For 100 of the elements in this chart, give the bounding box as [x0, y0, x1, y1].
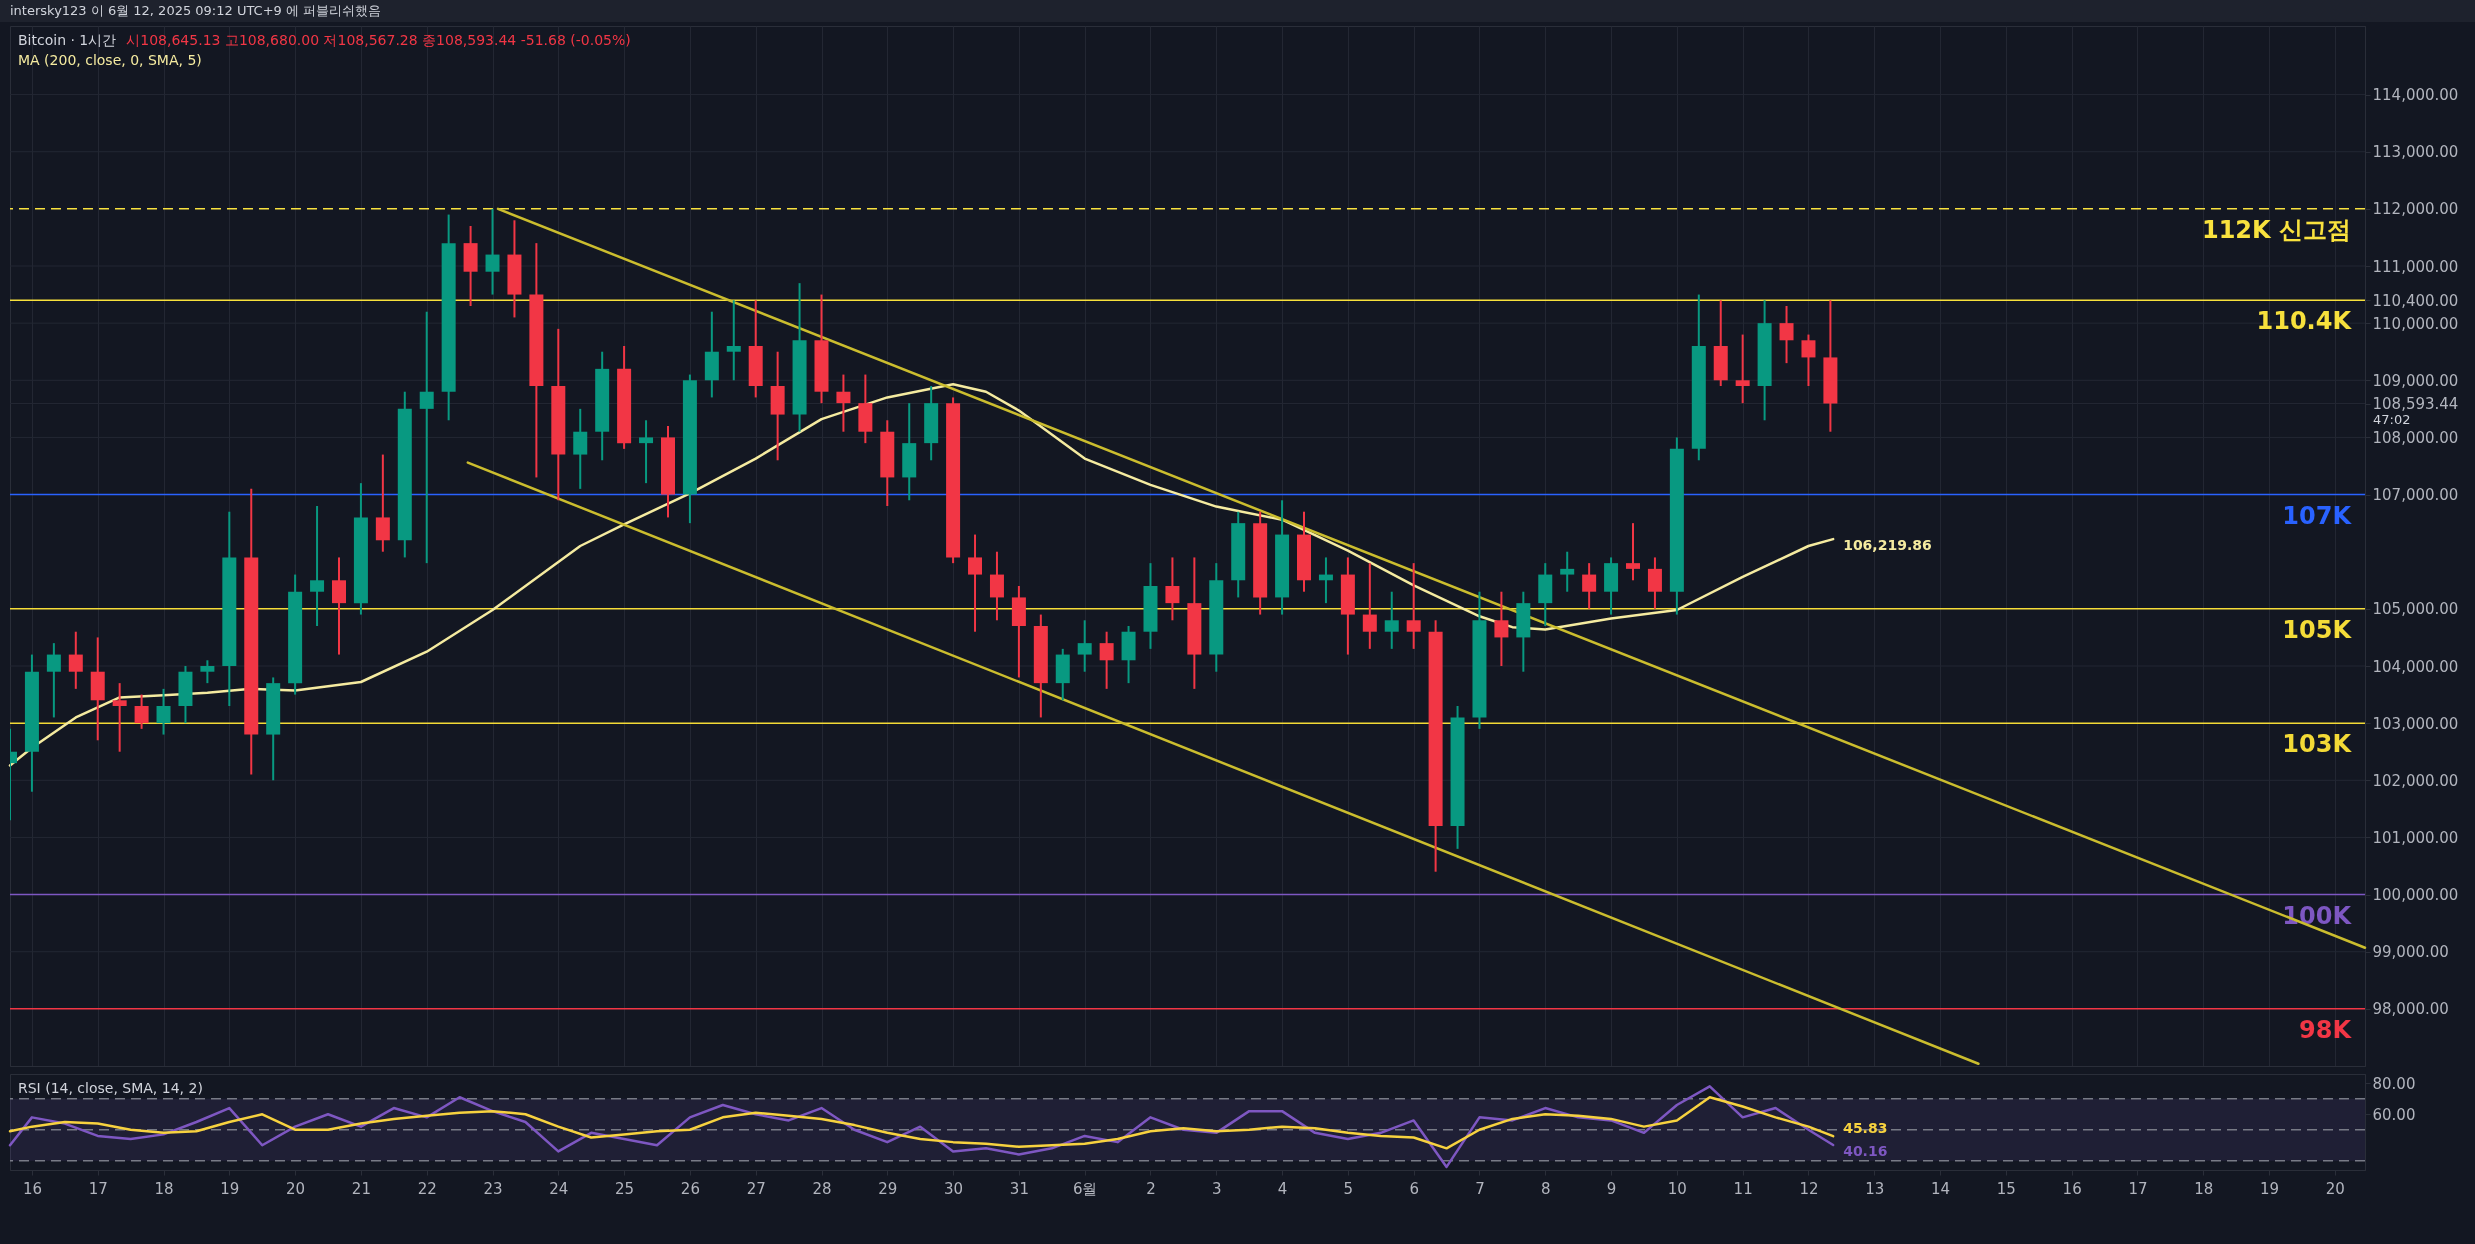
y-tick-label: 80.00 [2372, 1074, 2416, 1093]
candlestick [419, 310, 434, 565]
candlestick [726, 299, 741, 382]
candlestick [1187, 556, 1202, 690]
x-tick-label: 16 [22, 1179, 42, 1198]
candlestick [573, 407, 588, 490]
candlestick [1669, 436, 1684, 616]
candlestick [266, 676, 281, 782]
candlestick [200, 659, 215, 685]
candlestick [375, 453, 390, 553]
x-tick-label: 10 [1667, 1179, 1687, 1198]
candlestick [1077, 619, 1092, 673]
x-tick-label: 18 [154, 1179, 174, 1198]
candlestick [1647, 556, 1662, 610]
x-tick-label: 15 [1996, 1179, 2016, 1198]
chart-subtitle: 시108,645.13 고108,680.00 저108,567.28 종108,593.44 -51.68 (-0.05%) [126, 32, 631, 48]
x-tick-label: 4 [1277, 1179, 1288, 1198]
candlestick [814, 293, 829, 405]
data-label: 106,219.86 [1843, 537, 1932, 554]
candlestick [1735, 333, 1750, 405]
y-tick-label: 110,000.00 [2372, 314, 2459, 333]
x-tick-label: 11 [1733, 1179, 1753, 1198]
candlestick [1055, 647, 1070, 702]
x-tick-label: 28 [812, 1179, 832, 1198]
y-tick-label: 110,400.00 [2372, 291, 2459, 310]
candlestick [1691, 293, 1706, 462]
candlestick [529, 242, 544, 479]
text: intersky123 이 6월 12, 2025 09:12 UTC+9 에 퍼블리쉬했음 [0, 0, 2475, 22]
candlestick [968, 533, 983, 633]
candlestick [989, 550, 1004, 622]
candlestick [112, 682, 127, 753]
ref-line-label: 110.4K [2256, 307, 2353, 336]
line-series [8, 1095, 1835, 1150]
candlestick [617, 345, 632, 450]
candlestick [1604, 556, 1619, 616]
x-tick-label: 14 [1931, 1179, 1951, 1198]
x-tick-label: 27 [746, 1179, 766, 1198]
x-tick-label: 3 [1212, 1179, 1222, 1198]
candlestick [507, 219, 522, 319]
y-tick-label: 99,000.00 [2372, 943, 2449, 962]
x-tick-label: 6월 [1072, 1179, 1098, 1198]
candlestick [1406, 562, 1421, 650]
x-tick-label: 22 [417, 1179, 437, 1198]
candlestick [682, 373, 697, 525]
candlestick [1297, 510, 1312, 593]
x-tick-label: 31 [1009, 1179, 1029, 1198]
candlestick [1582, 562, 1597, 610]
candlestick [946, 396, 961, 565]
candlestick [1450, 705, 1465, 850]
y-tick-label: 98,000.00 [2372, 1000, 2449, 1019]
candlestick [1823, 299, 1838, 433]
y-tick-label: 103,000.00 [2372, 714, 2459, 733]
candlestick [156, 687, 171, 736]
candlestick [1099, 630, 1114, 690]
candlestick [1165, 556, 1180, 622]
x-tick-label: 16 [2062, 1179, 2082, 1198]
y-tick-label: 105,000.00 [2372, 600, 2459, 619]
candlestick [1033, 613, 1048, 719]
candlestick [858, 373, 873, 445]
ref-line-label: 103K [2282, 730, 2353, 759]
candlestick [310, 505, 325, 627]
x-tick-label: 6 [1409, 1179, 1419, 1198]
x-tick-label: 23 [483, 1179, 503, 1198]
x-tick-label: 9 [1606, 1179, 1617, 1198]
x-tick-label: 30 [944, 1179, 964, 1198]
y-tick-label: 108,593.44 [2372, 395, 2459, 414]
candlestick [1143, 562, 1158, 650]
x-tick-label: 19 [2260, 1179, 2280, 1198]
candlestick [704, 310, 719, 399]
x-tick-label: 26 [680, 1179, 700, 1198]
candlestick [178, 665, 193, 725]
y-tick-label: 102,000.00 [2372, 771, 2459, 790]
candlestick [90, 636, 105, 742]
candlestick [397, 390, 412, 559]
candlestick [1231, 510, 1246, 599]
y-tick-label: 114,000.00 [2372, 86, 2459, 105]
y-tick-label: 107,000.00 [2372, 486, 2459, 505]
candlestick [1626, 522, 1640, 582]
x-tick-label: 17 [88, 1179, 108, 1198]
ref-line-label: 107K [2282, 501, 2353, 530]
candlestick [1472, 590, 1487, 730]
candlestick [1340, 556, 1355, 656]
ref-line-label: 112K 신고점 [2201, 215, 2351, 244]
candlestick [485, 207, 500, 296]
candlestick [1384, 590, 1399, 650]
x-tick-label: 25 [615, 1179, 635, 1198]
candlestick [441, 213, 456, 422]
y-tick-label: 60.00 [2372, 1105, 2416, 1124]
candlestick [1560, 550, 1575, 593]
y-tick-label: 109,000.00 [2372, 371, 2459, 390]
candlestick [1494, 590, 1509, 667]
candlestick [595, 350, 610, 462]
candlestick [1121, 625, 1136, 685]
candlestick [770, 350, 785, 462]
y-tick-label: 100,000.00 [2372, 886, 2459, 905]
candlestick [792, 282, 807, 433]
y-tick-label: 113,000.00 [2372, 143, 2459, 162]
candlestick [1779, 305, 1794, 365]
candlestick [1275, 499, 1290, 616]
candlestick [463, 225, 478, 307]
